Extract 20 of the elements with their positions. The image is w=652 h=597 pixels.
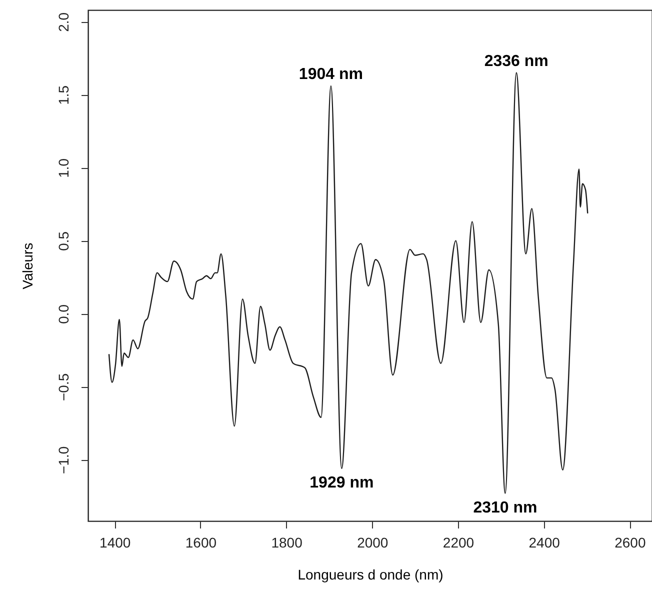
annotation: 1904 nm <box>298 66 363 83</box>
y-tick-label: 1.5 <box>56 85 72 105</box>
x-tick-label: 1600 <box>185 534 217 550</box>
x-tick-label: 2000 <box>357 534 388 550</box>
annotation: 2336 nm <box>484 52 548 70</box>
x-tick-label: 1400 <box>100 534 131 550</box>
y-tick-label: 1.0 <box>56 158 72 178</box>
x-tick-label: 2200 <box>442 534 474 550</box>
y-tick-label: 2.0 <box>56 12 72 32</box>
x-axis-title: Longueurs d onde (nm) <box>298 566 444 582</box>
y-tick-label: 0.5 <box>56 231 72 251</box>
y-tick-label: −0.5 <box>56 373 72 401</box>
y-axis-title: Valeurs <box>20 242 36 290</box>
annotation: 1929 nm <box>310 474 374 492</box>
y-tick-label: 0.0 <box>56 304 72 324</box>
x-tick-label: 1800 <box>271 534 303 550</box>
x-tick-label: 2600 <box>614 534 646 550</box>
x-tick-label: 2400 <box>528 534 560 550</box>
y-tick-label: −1.0 <box>56 446 72 474</box>
annotation: 2310 nm <box>473 499 538 516</box>
